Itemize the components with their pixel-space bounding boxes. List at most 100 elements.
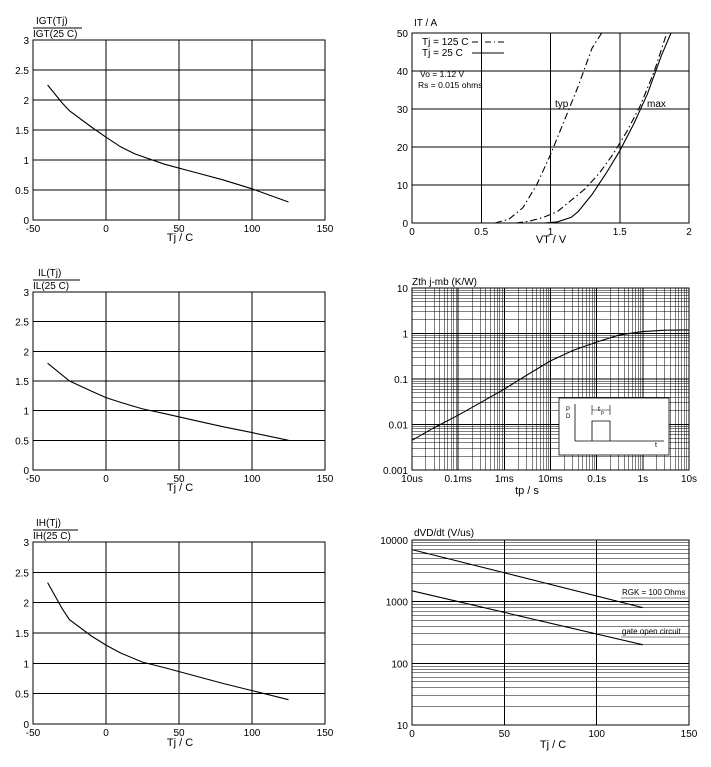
- series-line-1: [47, 582, 289, 701]
- annotation-rgk: RGK = 100 Ohms: [622, 588, 685, 597]
- y-tick-label: 1: [23, 659, 29, 670]
- x-tick-label: 1ms: [495, 474, 514, 485]
- y-tick-label: 2: [23, 599, 29, 610]
- annotation-vo: Vo = 1.12 V: [420, 69, 465, 79]
- chart-zth-plot: 10us 0.1ms 1ms 10ms 0.1s 1s 10s 0.001 0.01 0.1 1 10: [383, 284, 697, 485]
- y-tick-label: 0.1: [394, 375, 408, 386]
- chart-igt-xlabel: Tj / C: [167, 232, 193, 244]
- y-tick-label: 1: [23, 156, 29, 167]
- pulse-inset: P D t p t: [558, 397, 670, 456]
- y-tick-label: 10: [397, 284, 409, 295]
- x-tick-label: 50: [499, 729, 511, 740]
- chart-igt-frame: [32, 39, 326, 221]
- pulse-inset-label-tp: t: [598, 406, 600, 413]
- chart-dvdt-ylabel: dVD/dt (V/us): [414, 528, 474, 539]
- x-tick-label: 100: [244, 474, 261, 485]
- y-tick-label: 0: [23, 720, 29, 731]
- series-line-1: [411, 549, 643, 609]
- y-tick-label: 0: [23, 466, 29, 477]
- y-tick-label: 0: [402, 219, 408, 230]
- y-tick-label: 3: [23, 36, 29, 47]
- y-tick-label: 20: [397, 143, 409, 154]
- y-tick-label: 1000: [386, 598, 409, 609]
- y-tick-label: 0.5: [15, 186, 29, 197]
- legend-entry-25c: Tj = 25 C: [422, 48, 463, 59]
- chart-dvdt-plot: 0 50 100 150 10 100 1000 10000: [380, 536, 698, 740]
- y-tick-label: 2: [23, 96, 29, 107]
- y-tick-label: 2.5: [15, 66, 29, 77]
- pulse-inset-label-t: t: [655, 442, 657, 449]
- y-tick-label: 1: [23, 407, 29, 418]
- series-line-3: [543, 32, 672, 224]
- chart-igt-ylabel-num: IGT(Tj): [36, 16, 68, 27]
- series-line-1: [47, 362, 289, 441]
- y-tick-label: 3: [23, 538, 29, 549]
- x-tick-label: 0: [409, 227, 415, 238]
- series-line-2: [411, 590, 643, 646]
- x-tick-label: 150: [317, 474, 334, 485]
- chart-zth-frame: [411, 287, 690, 471]
- chart-dvdt-xlabel: Tj / C: [540, 739, 566, 751]
- y-tick-label: 40: [397, 67, 409, 78]
- y-tick-label: 2.5: [15, 318, 29, 329]
- x-tick-label: 50: [173, 474, 185, 485]
- chart-ih-ylabel-den: IH(25 C): [33, 531, 71, 542]
- x-tick-label: 0.5: [474, 227, 488, 238]
- annotation-typ: typ: [555, 99, 569, 110]
- series-line-1: [411, 329, 690, 441]
- chart-it-vt-xlabel: VT / V: [536, 234, 567, 246]
- y-tick-label: 0.5: [15, 690, 29, 701]
- x-tick-label: 0.1ms: [445, 474, 472, 485]
- annotation-max: max: [647, 99, 666, 110]
- chart-igt-ylabel-den: IGT(25 C): [33, 29, 77, 40]
- x-tick-label: 50: [173, 224, 185, 235]
- pulse-inset-pulse: [591, 420, 611, 441]
- y-tick-label: 100: [391, 659, 408, 670]
- x-tick-label: 0.1s: [587, 474, 606, 485]
- chart-zth-ylabel: Zth j-mb (K/W): [412, 277, 477, 288]
- series-line-1: [47, 84, 289, 203]
- x-tick-label: -50: [26, 224, 41, 235]
- chart-zth-xlabel: tp / s: [515, 485, 539, 497]
- y-tick-label: 10000: [380, 536, 408, 547]
- y-tick-label: 1: [402, 330, 408, 341]
- y-tick-label: 0.01: [389, 421, 409, 432]
- x-tick-label: 100: [588, 729, 605, 740]
- x-tick-label: 10ms: [538, 474, 562, 485]
- x-tick-label: 0: [103, 728, 109, 739]
- annotation-gate-open: gate open circuit: [622, 627, 681, 636]
- x-tick-label: -50: [26, 474, 41, 485]
- x-tick-label: 10s: [681, 474, 697, 485]
- x-tick-label: 1.5: [613, 227, 627, 238]
- chart-ih-ylabel-num: IH(Tj): [36, 518, 61, 529]
- pulse-inset-label-p: P: [566, 407, 570, 413]
- x-tick-label: 150: [317, 728, 334, 739]
- y-tick-label: 2.5: [15, 568, 29, 579]
- y-tick-label: 30: [397, 105, 409, 116]
- y-tick-label: 10: [397, 721, 409, 732]
- chart-ih-xlabel: Tj / C: [167, 737, 193, 749]
- pulse-inset-label-tp-sub: p: [601, 410, 604, 416]
- annotation-rs: Rs = 0.015 ohms: [418, 80, 483, 90]
- series-line-1: [494, 32, 603, 224]
- y-tick-label: 1.5: [15, 126, 29, 137]
- y-tick-label: 1.5: [15, 629, 29, 640]
- y-tick-label: 0.001: [383, 466, 408, 477]
- x-tick-label: 1s: [638, 474, 649, 485]
- x-tick-label: 0: [103, 474, 109, 485]
- x-tick-label: -50: [26, 728, 41, 739]
- chart-dvdt-frame: [411, 539, 690, 726]
- y-tick-label: 0: [23, 216, 29, 227]
- x-tick-label: 10us: [401, 474, 423, 485]
- x-tick-label: 150: [681, 729, 698, 740]
- legend-entry-125c: Tj = 125 C: [422, 37, 468, 48]
- chart-ih-frame: [32, 541, 326, 725]
- x-tick-label: 100: [244, 728, 261, 739]
- series-line-2: [515, 32, 668, 224]
